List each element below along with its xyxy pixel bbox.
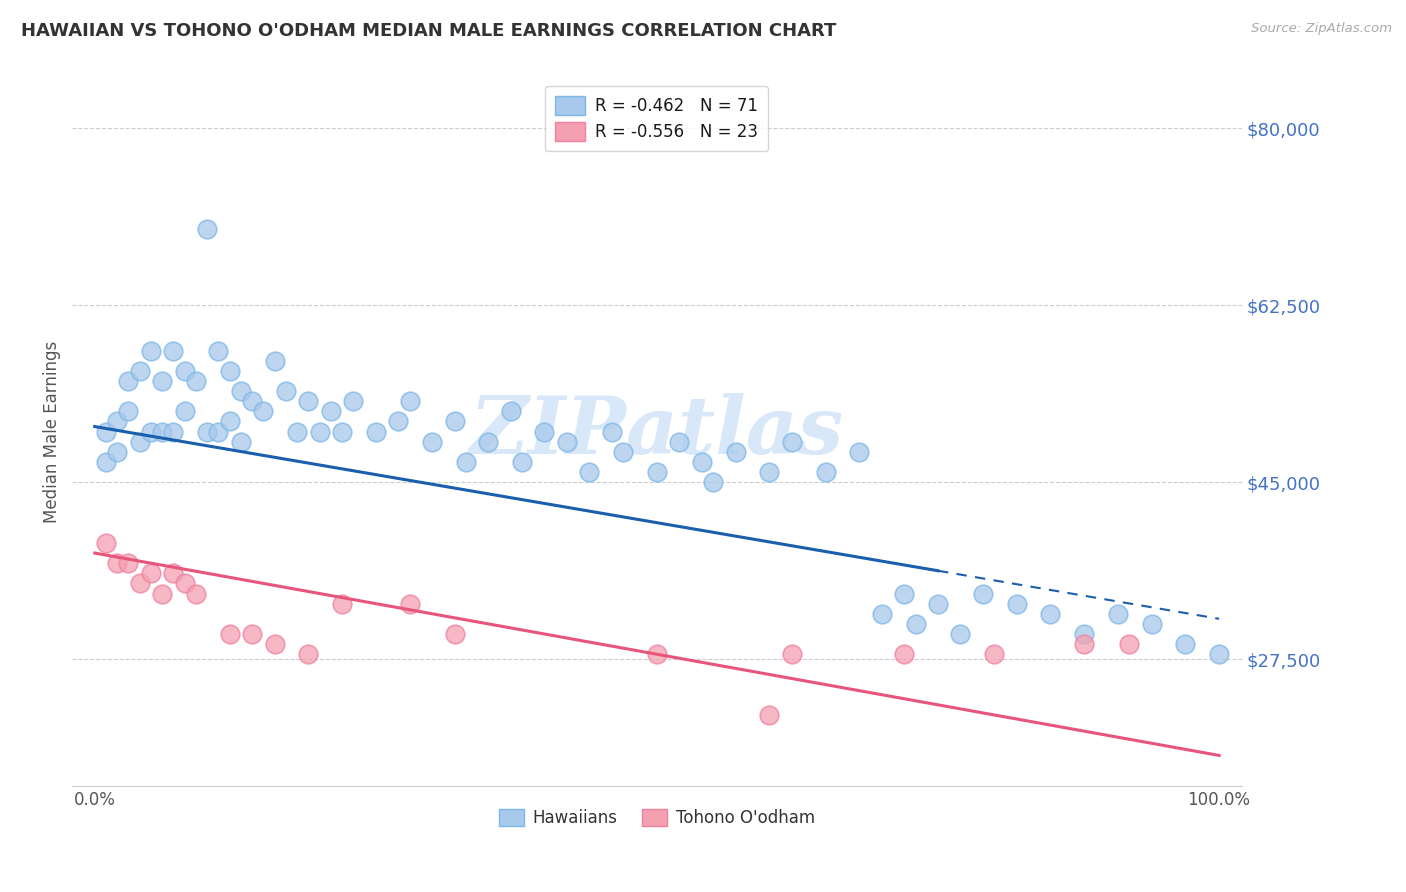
- Point: [600, 425, 623, 439]
- Point: [274, 384, 297, 398]
- Point: [173, 364, 195, 378]
- Point: [814, 465, 837, 479]
- Point: [162, 566, 184, 581]
- Point: [139, 343, 162, 358]
- Point: [128, 576, 150, 591]
- Point: [758, 465, 780, 479]
- Point: [229, 434, 252, 449]
- Point: [499, 404, 522, 418]
- Point: [139, 425, 162, 439]
- Point: [229, 384, 252, 398]
- Point: [780, 647, 803, 661]
- Text: Source: ZipAtlas.com: Source: ZipAtlas.com: [1251, 22, 1392, 36]
- Point: [330, 597, 353, 611]
- Point: [904, 616, 927, 631]
- Point: [510, 455, 533, 469]
- Text: ZIP​atlas: ZIP​atlas: [470, 392, 844, 470]
- Point: [94, 536, 117, 550]
- Point: [263, 353, 285, 368]
- Point: [972, 586, 994, 600]
- Point: [162, 425, 184, 439]
- Point: [1039, 607, 1062, 621]
- Point: [724, 445, 747, 459]
- Point: [398, 597, 420, 611]
- Point: [128, 364, 150, 378]
- Point: [173, 404, 195, 418]
- Point: [578, 465, 600, 479]
- Point: [668, 434, 690, 449]
- Point: [477, 434, 499, 449]
- Point: [297, 394, 319, 409]
- Point: [443, 627, 465, 641]
- Point: [780, 434, 803, 449]
- Point: [645, 647, 668, 661]
- Point: [218, 364, 240, 378]
- Point: [150, 425, 173, 439]
- Point: [443, 415, 465, 429]
- Point: [533, 425, 555, 439]
- Point: [1005, 597, 1028, 611]
- Point: [308, 425, 330, 439]
- Point: [612, 445, 634, 459]
- Point: [364, 425, 387, 439]
- Point: [195, 222, 218, 236]
- Point: [870, 607, 893, 621]
- Point: [702, 475, 724, 490]
- Point: [927, 597, 949, 611]
- Point: [949, 627, 972, 641]
- Point: [758, 708, 780, 723]
- Point: [319, 404, 342, 418]
- Point: [94, 455, 117, 469]
- Point: [1174, 637, 1197, 651]
- Point: [218, 627, 240, 641]
- Point: [454, 455, 477, 469]
- Point: [150, 586, 173, 600]
- Point: [184, 374, 207, 388]
- Point: [117, 556, 139, 570]
- Point: [184, 586, 207, 600]
- Point: [240, 394, 263, 409]
- Point: [690, 455, 713, 469]
- Point: [848, 445, 870, 459]
- Point: [94, 425, 117, 439]
- Point: [207, 343, 229, 358]
- Point: [983, 647, 1005, 661]
- Point: [398, 394, 420, 409]
- Point: [645, 465, 668, 479]
- Point: [1073, 637, 1095, 651]
- Point: [252, 404, 274, 418]
- Point: [207, 425, 229, 439]
- Point: [139, 566, 162, 581]
- Point: [297, 647, 319, 661]
- Point: [117, 404, 139, 418]
- Point: [105, 445, 128, 459]
- Legend: Hawaiians, Tohono O'odham: Hawaiians, Tohono O'odham: [492, 803, 821, 834]
- Point: [387, 415, 409, 429]
- Point: [342, 394, 364, 409]
- Point: [117, 374, 139, 388]
- Point: [218, 415, 240, 429]
- Point: [263, 637, 285, 651]
- Point: [105, 556, 128, 570]
- Point: [105, 415, 128, 429]
- Point: [285, 425, 308, 439]
- Y-axis label: Median Male Earnings: Median Male Earnings: [44, 341, 60, 523]
- Point: [128, 434, 150, 449]
- Point: [330, 425, 353, 439]
- Point: [1118, 637, 1140, 651]
- Point: [420, 434, 443, 449]
- Point: [1107, 607, 1129, 621]
- Point: [1073, 627, 1095, 641]
- Text: HAWAIIAN VS TOHONO O'ODHAM MEDIAN MALE EARNINGS CORRELATION CHART: HAWAIIAN VS TOHONO O'ODHAM MEDIAN MALE E…: [21, 22, 837, 40]
- Point: [1208, 647, 1230, 661]
- Point: [893, 586, 915, 600]
- Point: [555, 434, 578, 449]
- Point: [150, 374, 173, 388]
- Point: [240, 627, 263, 641]
- Point: [1140, 616, 1163, 631]
- Point: [195, 425, 218, 439]
- Point: [893, 647, 915, 661]
- Point: [173, 576, 195, 591]
- Point: [162, 343, 184, 358]
